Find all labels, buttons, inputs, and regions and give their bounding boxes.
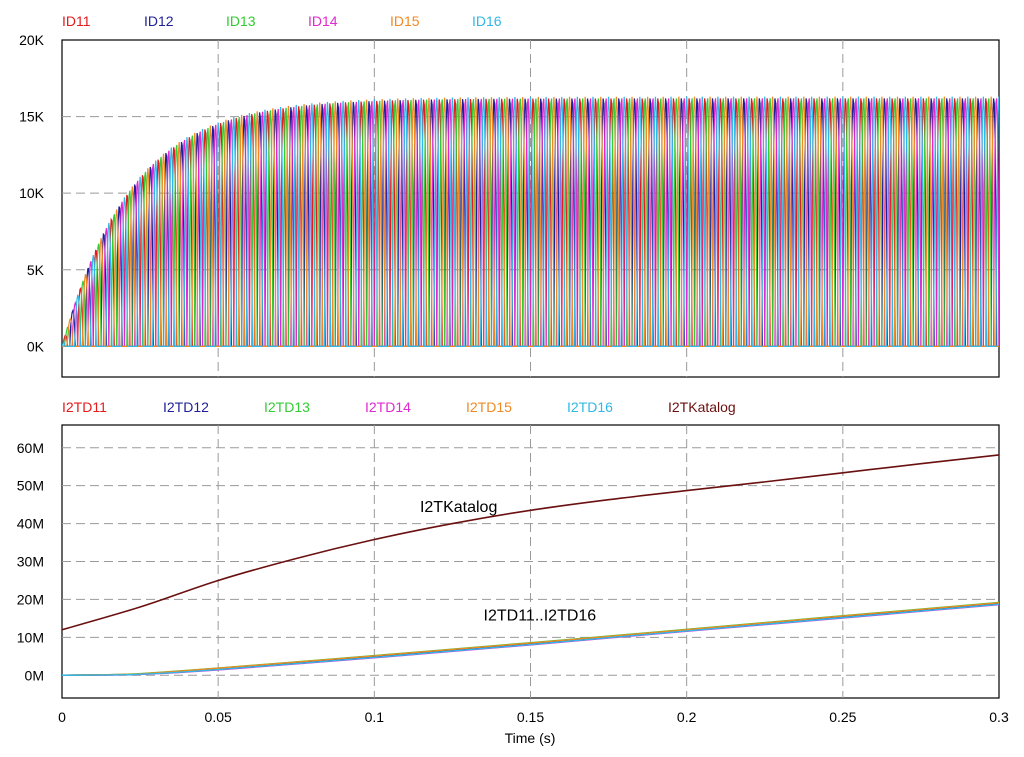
- current-waveform-panel: 0K 5K 10K 15K 20K ID11 ID12 ID13 ID14 ID15 ID16: [19, 13, 1000, 378]
- x-axis-label: Time (s): [505, 730, 556, 746]
- bottom-legend-i2td16: I2TD16: [567, 399, 613, 415]
- x-tick-6: 0.3: [989, 709, 1009, 725]
- annotation-0: I2TKatalog: [420, 499, 497, 516]
- top-y-tick-4: 20K: [19, 32, 45, 48]
- x-tick-0: 0: [58, 709, 66, 725]
- bottom-series-i2tkatalog: [62, 454, 999, 631]
- top-y-tick-2: 10K: [19, 185, 45, 201]
- bottom-y-tick-labels: 0M 10M 20M 30M 40M 50M 60M: [17, 440, 44, 684]
- bottom-y-tick-4: 40M: [17, 516, 44, 532]
- top-legend-id12: ID12: [144, 13, 174, 29]
- bottom-y-tick-2: 20M: [17, 591, 44, 607]
- bottom-y-tick-3: 30M: [17, 554, 44, 570]
- bottom-legend-i2td12: I2TD12: [163, 399, 209, 415]
- bottom-legend-i2tkatalog: I2TKatalog: [668, 399, 736, 415]
- top-legend-id16: ID16: [472, 13, 502, 29]
- top-plot-series: [62, 96, 999, 347]
- top-y-tick-labels: 0K 5K 10K 15K 20K: [19, 32, 45, 354]
- x-tick-5: 0.25: [829, 709, 856, 725]
- top-legend: ID11 ID12 ID13 ID14 ID15 ID16: [62, 13, 502, 29]
- top-y-tick-1: 5K: [27, 262, 45, 278]
- bottom-legend-i2td14: I2TD14: [365, 399, 411, 415]
- bottom-legend-i2td15: I2TD15: [466, 399, 512, 415]
- x-tick-3: 0.15: [517, 709, 544, 725]
- top-series-id16: [62, 96, 999, 347]
- x-tick-2: 0.1: [365, 709, 385, 725]
- x-tick-4: 0.2: [677, 709, 697, 725]
- top-legend-id11: ID11: [62, 13, 91, 29]
- bottom-y-tick-0: 0M: [25, 667, 44, 683]
- annotation-1: I2TD11..I2TD16: [484, 607, 597, 624]
- bottom-y-tick-1: 10M: [17, 629, 44, 645]
- bottom-y-tick-5: 50M: [17, 478, 44, 494]
- bottom-legend: I2TD11 I2TD12 I2TD13 I2TD14 I2TD15 I2TD16 I2TK…: [62, 399, 736, 415]
- bottom-legend-i2td11: I2TD11: [62, 399, 107, 415]
- top-legend-id15: ID15: [390, 13, 420, 29]
- top-y-tick-3: 15K: [19, 109, 45, 125]
- bottom-series-i2td16: [62, 603, 999, 676]
- x-tick-1: 0.05: [205, 709, 232, 725]
- bottom-annotations: I2TKatalog I2TD11..I2TD16: [420, 499, 596, 624]
- bottom-plot-series: [62, 454, 999, 676]
- top-series-id15: [62, 96, 999, 347]
- i2t-panel: 0M 10M 20M 30M 40M 50M 60M 0 0.05 0.1 0.15 0.2 0.25…: [17, 399, 1009, 746]
- bottom-plot-grid: [62, 425, 999, 698]
- bottom-legend-i2td13: I2TD13: [264, 399, 310, 415]
- top-legend-id13: ID13: [226, 13, 256, 29]
- x-tick-labels: 0 0.05 0.1 0.15 0.2 0.25 0.3: [58, 709, 1009, 725]
- bottom-y-tick-6: 60M: [17, 440, 44, 456]
- top-y-tick-0: 0K: [27, 338, 45, 354]
- top-legend-id14: ID14: [308, 13, 338, 29]
